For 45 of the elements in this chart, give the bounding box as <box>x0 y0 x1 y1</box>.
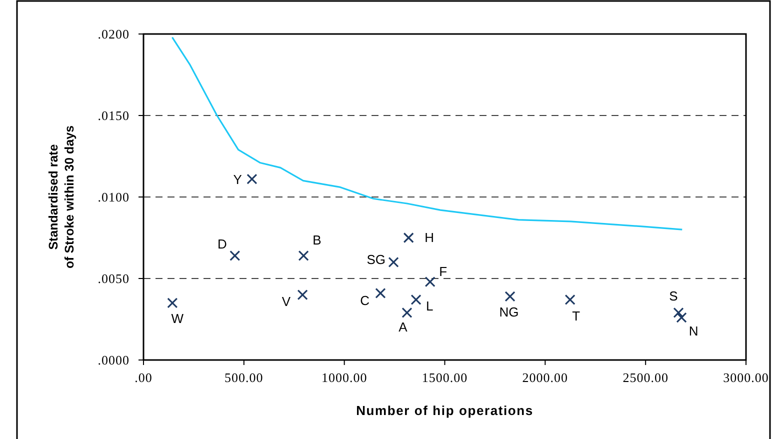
y-tick-label: .0200 <box>98 26 130 42</box>
x-tick-label: 1000.00 <box>321 370 368 385</box>
x-tick-label: .00 <box>134 370 152 385</box>
point <box>424 276 436 288</box>
annotation: F <box>439 264 448 279</box>
y-tick-label: .0050 <box>98 271 130 286</box>
point <box>297 290 308 300</box>
annotation: D <box>217 236 227 252</box>
point <box>246 174 258 184</box>
annotation: H <box>424 230 434 245</box>
point <box>676 312 687 323</box>
point <box>230 250 240 261</box>
annotation: N <box>688 324 698 339</box>
annotation: C <box>360 293 370 308</box>
point <box>673 307 684 318</box>
point <box>402 307 412 318</box>
x-tick-label: 2500.00 <box>622 370 668 385</box>
point <box>403 232 414 244</box>
annotation: S <box>669 288 678 304</box>
annotation: NG <box>499 304 519 320</box>
annotation: L <box>426 298 434 314</box>
y-tick-label: .0150 <box>98 108 130 123</box>
y-tick-label: .0000 <box>98 352 130 368</box>
annotation: T <box>572 308 580 324</box>
x-tick-label: 3000.00 <box>723 370 769 385</box>
x-axis-title: Number of hip operations <box>356 403 534 418</box>
x-tick-label: 2000.00 <box>522 370 568 385</box>
x-tick-label: 500.00 <box>224 370 264 385</box>
x-tick-label: 1500.00 <box>422 370 468 385</box>
y-tick-label: .0100 <box>98 190 130 204</box>
annotation: V <box>282 294 291 309</box>
annotation: A <box>398 320 408 335</box>
point <box>298 250 309 261</box>
annotation: W <box>171 310 184 326</box>
y-axis-title: Standardised rate of Stroke within 30 days <box>46 125 76 269</box>
point <box>504 291 516 302</box>
line-series <box>171 36 683 230</box>
point <box>388 256 399 268</box>
point <box>375 288 386 298</box>
point <box>564 294 576 305</box>
annotation: SG <box>366 252 386 268</box>
annotation: Y <box>233 172 242 188</box>
annotation: B <box>312 232 322 248</box>
point <box>167 298 178 308</box>
point <box>410 294 422 305</box>
